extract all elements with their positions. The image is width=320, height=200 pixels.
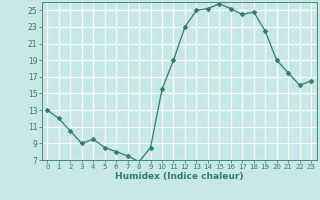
X-axis label: Humidex (Indice chaleur): Humidex (Indice chaleur) <box>115 172 244 181</box>
